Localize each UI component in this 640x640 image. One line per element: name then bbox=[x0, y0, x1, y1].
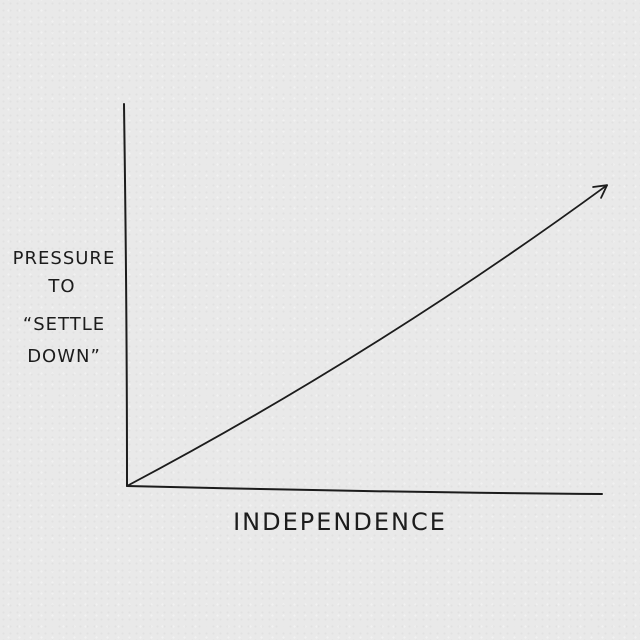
series-arrow-head bbox=[592, 184, 608, 199]
y-axis-line bbox=[123, 103, 128, 487]
x-axis-line bbox=[126, 485, 603, 495]
y-axis-label-line-3: “SETTLE bbox=[23, 314, 105, 335]
y-axis-label-line-1: PRESSURE bbox=[13, 248, 116, 269]
y-axis-label-line-4: DOWN” bbox=[27, 346, 101, 367]
series-line bbox=[126, 184, 608, 487]
x-axis-label: INDEPENDENCE bbox=[233, 508, 447, 536]
y-axis-label-line-2: TO bbox=[47, 276, 75, 297]
